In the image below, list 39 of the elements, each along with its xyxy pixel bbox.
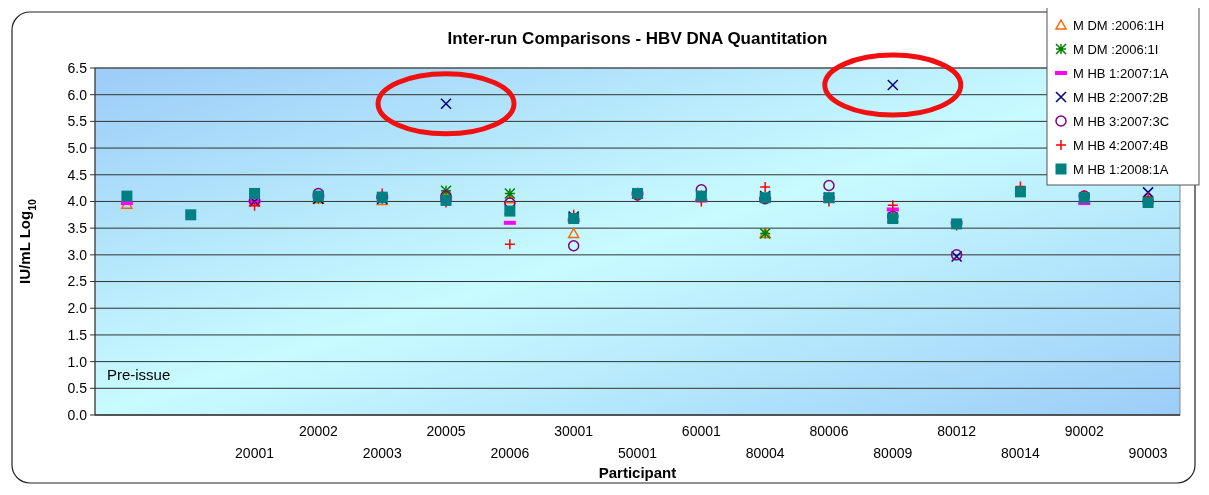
x-tick-label: 20001: [235, 445, 275, 461]
y-tick-label: 0.5: [67, 380, 88, 397]
legend-label: M HB 4:2007:4B: [1073, 137, 1169, 153]
y-tick-label: 5.5: [67, 113, 88, 130]
y-tick-label: 5.0: [67, 139, 88, 156]
y-tick-label: 1.0: [67, 353, 88, 370]
x-tick-label: 20002: [298, 423, 339, 439]
y-tick-label: 2.0: [67, 300, 88, 317]
chart-title: Inter-run Comparisons - HBV DNA Quantitation: [447, 29, 828, 48]
y-tick-label: 4.0: [67, 193, 88, 210]
x-tick-label: 60001: [681, 423, 721, 439]
y-tick-label: 6.5: [67, 59, 88, 76]
x-tick-label: 80009: [873, 445, 913, 461]
x-tick-label: 90002: [1064, 423, 1104, 439]
x-tick-label: 90003: [1128, 445, 1168, 461]
x-tick-label: 80006: [809, 423, 849, 439]
x-tick-label: 80012: [937, 423, 977, 439]
legend-label: M HB 1:2008:1A: [1073, 161, 1169, 177]
y-tick-label: 0.0: [67, 406, 88, 423]
y-tick-label: 4.5: [67, 166, 88, 183]
y-tick-label: 2.5: [67, 273, 88, 290]
y-tick-label: 3.5: [67, 220, 88, 237]
x-tick-label: 80004: [745, 445, 785, 461]
y-tick-label: 6.0: [67, 86, 88, 103]
legend-label: M HB 1:2007:1A: [1073, 65, 1169, 81]
x-axis-title: Participant: [598, 464, 677, 481]
x-tick-label: 20005: [426, 423, 466, 439]
legend-label: M DM :2006:1H: [1073, 17, 1165, 33]
x-tick-label: 20006: [490, 445, 530, 461]
legend-label: M HB 3:2007:3C: [1073, 113, 1170, 129]
legend-label: M HB 2:2007:2B: [1073, 89, 1169, 105]
y-tick-label: 1.5: [67, 326, 88, 343]
annotation: Pre-issue: [106, 366, 171, 384]
x-tick-label: 80014: [1000, 445, 1041, 461]
x-tick-label: 30001: [554, 423, 594, 439]
x-tick-label: 50001: [618, 445, 658, 461]
y-tick-label: 3.0: [67, 246, 88, 263]
x-tick-label: 20003: [362, 445, 402, 461]
legend-label: M DM :2006:1I: [1073, 41, 1159, 57]
